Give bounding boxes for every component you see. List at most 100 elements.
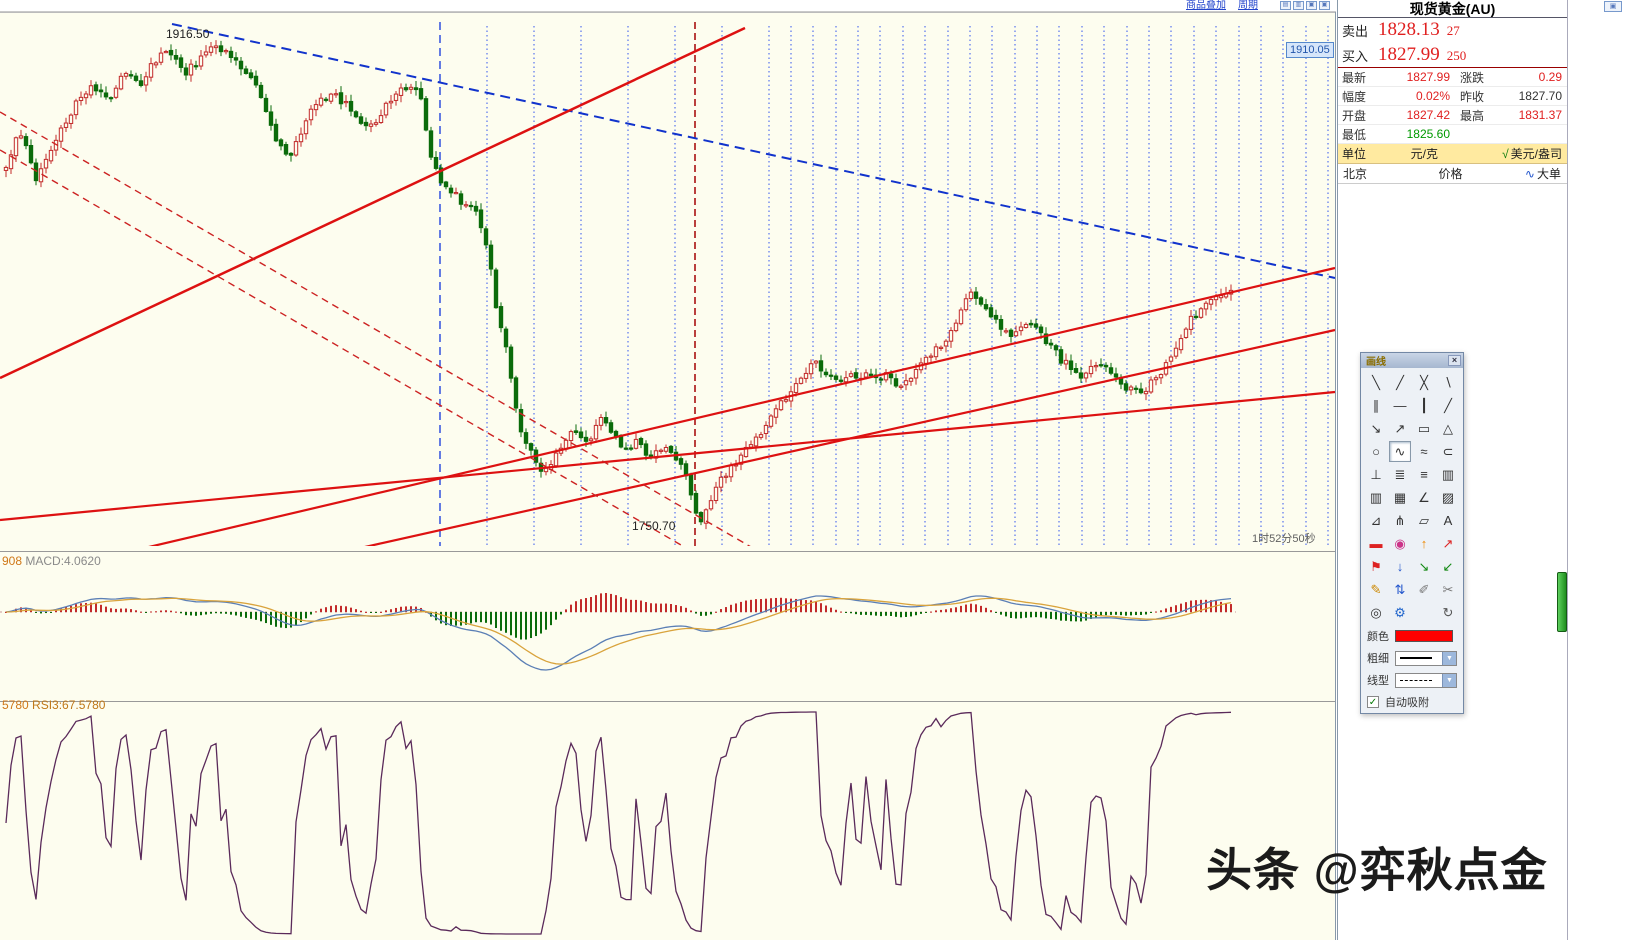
macd-label: 908 MACD:4.0620 xyxy=(2,554,101,568)
draw-tools-grid: ╲ ╱ ╳ ∖ ∥ — ┃ ╱ ↘ ↗ ▭ △ ○ ∿ ≈ ⊂ ⊥ ≣ ≡ ▥ ▥ ▦ ∠ ▨ ⊿ ⋔ ▱ A ▬ ◉ ↑ ↗ ⚑ ↓ ↘ ↙ ✎ ⇅ ✐ ✂… xyxy=(1361,368,1463,625)
delete-tool-icon[interactable]: ✂ xyxy=(1442,581,1454,597)
sell-arrow-mark-tool-icon[interactable]: ↘ xyxy=(1418,558,1430,574)
unit-usd[interactable]: 美元/盎司 xyxy=(1510,147,1562,161)
close-panel-icon[interactable]: ▣ xyxy=(1319,1,1330,10)
close-icon[interactable]: × xyxy=(1448,355,1461,366)
color-swatch[interactable] xyxy=(1395,630,1453,642)
line-width-select[interactable]: ▼ xyxy=(1395,650,1457,666)
ask-label: 卖出 xyxy=(1342,24,1369,39)
target-mark-tool-icon[interactable]: ◉ xyxy=(1394,535,1406,551)
low-price-label: 1750.70 xyxy=(632,519,676,533)
chart-canvas xyxy=(0,12,1336,940)
overlay-window-icon[interactable]: ▤ xyxy=(1280,1,1291,10)
show-hide-eye-tool-icon[interactable]: ◎ xyxy=(1370,604,1382,620)
cycle-line-tool-icon[interactable]: ▥ xyxy=(1369,489,1383,505)
percent-line-tool-icon[interactable]: ≡ xyxy=(1420,467,1428,482)
ray-tool-icon[interactable]: ∖ xyxy=(1443,374,1453,390)
band-mark-tool-icon[interactable]: ▬ xyxy=(1369,536,1383,551)
ellipse-tool-icon[interactable]: ○ xyxy=(1372,444,1380,459)
draw-toolbar-titlebar[interactable]: 画线 × xyxy=(1361,353,1463,368)
countdown-clock: 1时52分50秒 xyxy=(1252,533,1316,545)
quote-label: 昨收 xyxy=(1460,89,1485,104)
price-line-tool-icon[interactable]: ⊥ xyxy=(1370,466,1382,482)
dropdown-arrow-icon[interactable]: ▼ xyxy=(1442,651,1456,665)
segment-tool-icon[interactable]: ╲ xyxy=(1372,374,1380,390)
big-order-tab[interactable]: ∿ 大单 xyxy=(1524,167,1561,181)
freehand-tool-icon[interactable]: ✐ xyxy=(1418,581,1430,597)
split-window-icon[interactable]: ▥ xyxy=(1293,1,1304,10)
line-style-sample xyxy=(1400,679,1432,681)
channel-tool-icon[interactable]: ▱ xyxy=(1419,512,1429,528)
speed-line-tool-icon[interactable]: ⊿ xyxy=(1370,512,1382,528)
watermark-author: @弈秋点金 xyxy=(1313,844,1548,896)
arc-tool-icon[interactable]: ⊂ xyxy=(1442,443,1454,459)
price-chart: 1916.50 1750.70 1910.05 1时52分50秒 908 MAC… xyxy=(0,12,1336,940)
refresh-tool-icon[interactable]: ↻ xyxy=(1442,604,1454,620)
buy-arrow-mark-tool-icon[interactable]: ↗ xyxy=(1442,535,1454,551)
quote-value: 1827.99 xyxy=(1406,70,1450,84)
auto-snap-checkbox[interactable]: ✓ xyxy=(1367,696,1379,708)
horizontal-line-tool-icon[interactable]: — xyxy=(1393,398,1407,413)
arrow-ray-tool-icon[interactable]: ↗ xyxy=(1394,420,1406,436)
arrow-segment-tool-icon[interactable]: ↘ xyxy=(1370,420,1382,436)
exit-arrow-mark-tool-icon[interactable]: ↙ xyxy=(1442,558,1454,574)
instrument-title: 现货黄金(AU) xyxy=(1338,0,1567,18)
pencil-tool-icon[interactable]: ✎ xyxy=(1370,581,1382,597)
rsi-value: RSI3:67.5780 xyxy=(32,698,106,712)
bid-row: 买入 1827.99 250 xyxy=(1338,43,1567,68)
gann-grid-tool-icon[interactable]: ▨ xyxy=(1441,489,1455,505)
corner-window-icon[interactable]: ▣ xyxy=(1604,1,1622,12)
quote-label: 幅度 xyxy=(1342,89,1367,104)
parallel-line-tool-icon[interactable]: ∥ xyxy=(1372,397,1380,413)
quote-label: 涨跌 xyxy=(1460,70,1485,85)
quote-value: 0.02% xyxy=(1415,89,1450,103)
grid-line-tool-icon[interactable]: ▦ xyxy=(1393,489,1407,505)
flag-mark-tool-icon[interactable]: ⚑ xyxy=(1370,558,1382,574)
peak-price-label: 1916.50 xyxy=(166,27,210,41)
region-row: 北京 价格 ∿ 大单 xyxy=(1338,164,1567,184)
link-overlay-markets[interactable]: 商品叠加 xyxy=(1186,0,1226,11)
move-tool-icon[interactable]: ⇅ xyxy=(1394,581,1406,597)
check-icon: √ xyxy=(1502,147,1509,161)
settings-gear-tool-icon[interactable]: ⚙ xyxy=(1394,604,1406,620)
vertical-line-tool-icon[interactable]: ┃ xyxy=(1420,397,1428,413)
segment-up-tool-icon[interactable]: ╱ xyxy=(1396,374,1404,390)
dropdown-arrow-icon[interactable]: ▼ xyxy=(1442,673,1456,687)
top-strip: 商品叠加 周期 ▤ ▥ ▣ ▣ xyxy=(0,0,1336,12)
watermark: 头条 @弈秋点金 xyxy=(1206,834,1548,900)
price-tab[interactable]: 价格 xyxy=(1438,167,1463,181)
trend-line-tool-icon[interactable]: ╱ xyxy=(1444,397,1452,413)
watermark-brand: 头条 xyxy=(1206,844,1300,896)
dock-panel-icon[interactable]: ▣ xyxy=(1306,1,1317,10)
quote-row: 幅度 0.02% 昨收 1827.70 xyxy=(1338,87,1567,106)
triangle-tool-icon[interactable]: △ xyxy=(1443,420,1453,436)
link-period[interactable]: 周期 xyxy=(1238,0,1258,11)
price-tag: 1910.05 xyxy=(1286,42,1334,58)
quote-row: 开盘 1827.42 最高 1831.37 xyxy=(1338,106,1567,125)
quote-value: 1831.37 xyxy=(1518,108,1562,122)
fib-retracement-tool-icon[interactable]: ≣ xyxy=(1394,466,1406,482)
macd-prefix: 908 xyxy=(2,554,23,568)
curve-line-tool-icon[interactable]: ≈ xyxy=(1420,444,1428,459)
wave-icon: ∿ xyxy=(1524,167,1535,181)
ask-row: 卖出 1828.13 27 xyxy=(1338,18,1567,43)
wave-line-tool-icon[interactable]: ∿ xyxy=(1389,441,1411,462)
rsi-label: 5780 RSI3:67.5780 xyxy=(2,698,105,712)
rectangle-tool-icon[interactable]: ▭ xyxy=(1417,420,1431,436)
line-style-select[interactable]: ▼ xyxy=(1395,672,1457,688)
quote-value: 1827.42 xyxy=(1406,108,1450,122)
quote-value: 1825.60 xyxy=(1406,127,1450,141)
bid-label: 买入 xyxy=(1342,48,1369,64)
scrollbar-thumb[interactable] xyxy=(1557,572,1567,632)
fib-timezone-tool-icon[interactable]: ▥ xyxy=(1441,466,1455,482)
pitchfork-tool-icon[interactable]: ⋔ xyxy=(1394,512,1406,528)
quote-row: 最新 1827.99 涨跌 0.29 xyxy=(1338,68,1567,87)
quote-value: 1827.70 xyxy=(1518,89,1562,103)
gann-angle-tool-icon[interactable]: ∠ xyxy=(1418,489,1430,505)
cross-line-tool-icon[interactable]: ╳ xyxy=(1420,374,1428,390)
down-arrow-mark-tool-icon[interactable]: ↓ xyxy=(1396,559,1404,574)
unit-cny[interactable]: 元/克 xyxy=(1410,147,1438,161)
up-arrow-mark-tool-icon[interactable]: ↑ xyxy=(1420,536,1428,551)
unit-row[interactable]: 单位 元/克 √ 美元/盎司 xyxy=(1338,144,1567,164)
text-tool-icon[interactable]: A xyxy=(1443,513,1453,528)
